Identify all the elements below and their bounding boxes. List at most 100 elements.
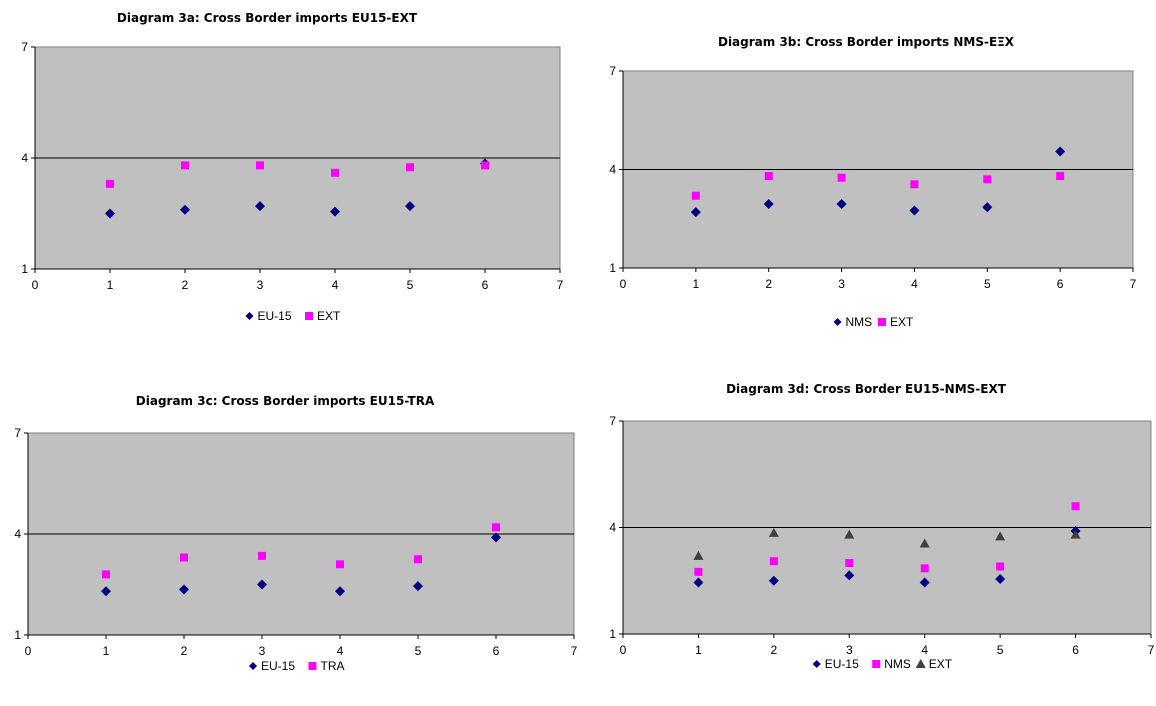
chart-3d: Diagram 3d: Cross Border EU15-NMS-EXT 1 4… — [609, 382, 1154, 671]
legend-label: EXT — [890, 315, 914, 329]
data-point — [1070, 529, 1081, 539]
legend: EU-15 TRA — [249, 659, 345, 673]
x-tick-label: 2 — [765, 277, 772, 291]
x-tick-label: 5 — [407, 278, 414, 292]
data-point — [693, 550, 704, 560]
y-tick-label: 4 — [609, 163, 616, 177]
legend-label: EU-15 — [825, 657, 859, 671]
data-point — [690, 207, 701, 218]
legend-marker — [872, 660, 881, 668]
data-point — [106, 179, 114, 188]
x-tick-label: 1 — [107, 278, 114, 292]
legend-label: EU-15 — [261, 659, 295, 673]
data-point — [919, 538, 930, 548]
data-point — [405, 201, 415, 212]
data-point — [414, 555, 422, 564]
legend-label: TRA — [321, 659, 345, 673]
x-tick-label: 1 — [103, 644, 110, 658]
data-point — [995, 531, 1006, 541]
data-point — [413, 581, 423, 592]
chart-3a: Diagram 3a: Cross Border imports EU15-EX… — [21, 11, 563, 323]
x-tick-label: 1 — [693, 277, 700, 291]
y-tick-label: 1 — [609, 627, 616, 641]
data-point — [180, 553, 188, 562]
data-point — [768, 575, 779, 586]
x-tick-label: 7 — [1148, 643, 1155, 657]
data-point — [258, 551, 266, 560]
x-tick-label: 6 — [1072, 643, 1079, 657]
data-point — [335, 586, 345, 597]
legend-label: EXT — [929, 657, 953, 671]
chart-3c: Diagram 3c: Cross Border imports EU15-TR… — [14, 394, 577, 673]
x-tick-label: 2 — [182, 278, 189, 292]
x-tick-label: 6 — [1057, 277, 1064, 291]
x-tick-label: 1 — [695, 643, 702, 657]
x-tick-label: 4 — [337, 644, 344, 658]
legend-marker — [878, 318, 886, 326]
data-point — [257, 579, 267, 590]
legend-marker — [245, 312, 254, 320]
y-tick-label: 4 — [21, 151, 28, 165]
data-point — [255, 201, 265, 212]
data-point — [1056, 172, 1065, 181]
x-tick-label: 0 — [620, 277, 627, 291]
data-point — [331, 168, 339, 177]
x-tick-label: 4 — [921, 643, 928, 657]
data-point — [837, 173, 846, 182]
chart-title: Diagram 3b: Cross Border imports NMS-EΞX — [718, 35, 1015, 49]
legend: EU-15 EXT — [245, 309, 341, 323]
legend-label: NMS — [884, 657, 911, 671]
data-point — [982, 202, 993, 213]
data-point — [491, 532, 501, 543]
data-point — [844, 570, 855, 581]
y-tick-label: 4 — [14, 527, 21, 541]
x-tick-label: 4 — [332, 278, 339, 292]
x-tick-label: 3 — [259, 644, 266, 658]
x-tick-label: 6 — [482, 278, 489, 292]
data-point — [694, 567, 703, 576]
x-tick-label: 2 — [181, 644, 188, 658]
legend-label: NMS — [846, 315, 873, 329]
x-tick-label: 0 — [620, 643, 627, 657]
data-point — [919, 577, 930, 588]
x-tick-label: 5 — [415, 644, 422, 658]
data-point — [763, 198, 774, 209]
x-tick-label: 5 — [984, 277, 991, 291]
data-point — [336, 560, 344, 569]
data-point — [983, 175, 992, 184]
legend-marker — [915, 659, 926, 668]
data-point — [768, 527, 779, 537]
y-tick-label: 1 — [14, 628, 21, 642]
data-point — [995, 573, 1006, 584]
data-point — [101, 586, 111, 597]
data-point — [1071, 502, 1080, 511]
legend-marker — [305, 312, 313, 320]
y-tick-label: 7 — [21, 40, 28, 54]
data-point — [179, 584, 189, 595]
data-point — [181, 161, 189, 170]
data-point — [910, 180, 919, 189]
legend-marker — [308, 662, 317, 670]
data-point — [996, 562, 1005, 571]
data-point — [920, 564, 929, 573]
x-tick-label: 3 — [846, 643, 853, 657]
data-point — [1055, 146, 1066, 157]
x-tick-label: 3 — [838, 277, 845, 291]
data-point — [693, 577, 704, 588]
data-point — [330, 206, 340, 217]
y-tick-label: 1 — [21, 262, 28, 276]
x-tick-label: 3 — [257, 278, 264, 292]
data-point — [492, 523, 500, 532]
x-tick-label: 7 — [1130, 277, 1137, 291]
x-tick-label: 6 — [493, 644, 500, 658]
data-point — [481, 161, 489, 170]
y-tick-label: 7 — [609, 414, 616, 428]
data-point — [406, 163, 414, 172]
y-tick-label: 7 — [14, 426, 21, 440]
data-point — [909, 205, 920, 216]
y-tick-label: 7 — [609, 64, 616, 78]
chart-title: Diagram 3c: Cross Border imports EU15-TR… — [136, 394, 435, 408]
legend-marker — [812, 660, 821, 668]
legend: EU-15 NMS EXT — [812, 657, 953, 671]
